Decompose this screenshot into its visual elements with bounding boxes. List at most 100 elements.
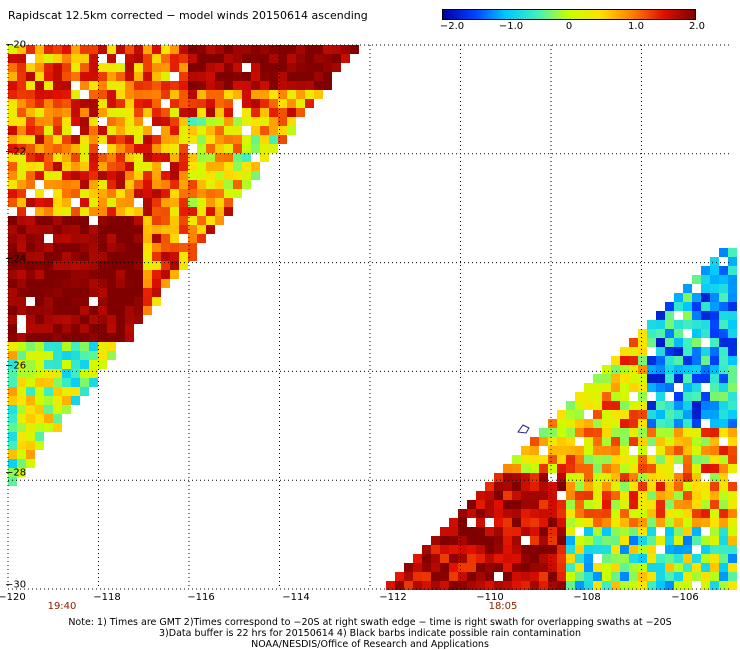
swath-cell bbox=[728, 536, 737, 545]
swath-cell bbox=[557, 473, 566, 482]
swath-cell bbox=[53, 225, 62, 234]
swath-cell bbox=[710, 320, 719, 329]
swath-cell bbox=[98, 279, 107, 288]
swath-cell bbox=[449, 572, 458, 581]
swath-cell bbox=[17, 243, 26, 252]
swath-cell bbox=[44, 342, 53, 351]
swath-cell bbox=[8, 180, 17, 189]
swath-cell bbox=[152, 279, 161, 288]
swath-cell bbox=[71, 396, 80, 405]
swath-cell bbox=[269, 90, 278, 99]
swath-cell bbox=[467, 581, 476, 590]
swath-cell bbox=[224, 72, 233, 81]
swath-cell bbox=[53, 171, 62, 180]
swath-cell bbox=[665, 437, 674, 446]
swath-cell bbox=[719, 473, 728, 482]
swath-cell bbox=[17, 270, 26, 279]
swath-cell bbox=[332, 45, 341, 54]
swath-cell bbox=[683, 482, 692, 491]
swath-cell bbox=[449, 545, 458, 554]
swath-cell bbox=[143, 63, 152, 72]
swath-cell bbox=[584, 563, 593, 572]
swath-cell bbox=[512, 482, 521, 491]
swath-cell bbox=[629, 383, 638, 392]
swath-cell bbox=[683, 365, 692, 374]
lat-tick-24: −24 bbox=[5, 253, 27, 265]
swath-cell bbox=[593, 401, 602, 410]
swath-cell bbox=[629, 500, 638, 509]
swath-cell bbox=[701, 356, 710, 365]
swath-cell bbox=[719, 284, 728, 293]
swath-cell bbox=[584, 428, 593, 437]
swath-cell bbox=[629, 563, 638, 572]
swath-cell bbox=[62, 153, 71, 162]
swath-cell bbox=[80, 279, 89, 288]
swath-cell bbox=[206, 108, 215, 117]
swath-cell bbox=[125, 324, 134, 333]
swath-cell bbox=[215, 108, 224, 117]
swath-cell bbox=[134, 99, 143, 108]
swath-cell bbox=[485, 554, 494, 563]
swath-cell bbox=[62, 387, 71, 396]
swath-cell bbox=[728, 392, 737, 401]
swath-cell bbox=[215, 90, 224, 99]
swath-cell bbox=[611, 554, 620, 563]
lat-tick-28: −28 bbox=[5, 467, 27, 479]
swath-cell bbox=[215, 153, 224, 162]
swath-cell bbox=[125, 297, 134, 306]
swath-cell bbox=[44, 270, 53, 279]
swath-cell bbox=[575, 491, 584, 500]
swath-cell bbox=[575, 500, 584, 509]
swath-cell bbox=[269, 63, 278, 72]
swath-cell bbox=[26, 135, 35, 144]
swath-cell bbox=[8, 324, 17, 333]
swath-cell bbox=[35, 144, 44, 153]
swath-cell bbox=[71, 171, 80, 180]
swath-cell bbox=[251, 162, 260, 171]
swath-cell bbox=[719, 581, 728, 590]
swath-cell bbox=[728, 572, 737, 581]
swath-cell bbox=[602, 518, 611, 527]
swath-cell bbox=[17, 54, 26, 63]
swath-cell bbox=[719, 554, 728, 563]
swath-cell bbox=[89, 198, 98, 207]
swath-cell bbox=[278, 108, 287, 117]
swath-cell bbox=[188, 207, 197, 216]
swath-cell bbox=[692, 500, 701, 509]
swath-cell bbox=[26, 72, 35, 81]
swath-cell bbox=[287, 90, 296, 99]
swath-cell bbox=[665, 473, 674, 482]
swath-cell bbox=[719, 320, 728, 329]
swath-cell bbox=[170, 153, 179, 162]
swath-cell bbox=[170, 261, 179, 270]
swath-cell bbox=[125, 171, 134, 180]
swath-cell bbox=[125, 306, 134, 315]
lat-tick-20: −20 bbox=[5, 39, 27, 51]
swath-cell bbox=[602, 383, 611, 392]
swath-cell bbox=[197, 189, 206, 198]
swath-cell bbox=[98, 261, 107, 270]
swath-cell bbox=[143, 252, 152, 261]
swath-cell bbox=[89, 270, 98, 279]
swath-cell bbox=[161, 108, 170, 117]
swath-cell bbox=[134, 207, 143, 216]
swath-cell bbox=[35, 297, 44, 306]
swath-cell bbox=[629, 482, 638, 491]
swath-cell bbox=[251, 99, 260, 108]
swath-cell bbox=[179, 126, 188, 135]
swath-cell bbox=[80, 360, 89, 369]
swath-cell bbox=[215, 198, 224, 207]
swath-cell bbox=[260, 72, 269, 81]
swath-cell bbox=[197, 207, 206, 216]
swath-cell bbox=[584, 491, 593, 500]
swath-cell bbox=[701, 545, 710, 554]
lon-tick-106: −106 bbox=[671, 592, 699, 603]
swath-cell bbox=[89, 279, 98, 288]
swath-cell bbox=[233, 180, 242, 189]
swath-cell bbox=[116, 189, 125, 198]
swath-cell bbox=[476, 545, 485, 554]
swath-cell bbox=[260, 63, 269, 72]
swath-cell bbox=[44, 135, 53, 144]
swath-cell bbox=[89, 333, 98, 342]
swath-cell bbox=[143, 153, 152, 162]
